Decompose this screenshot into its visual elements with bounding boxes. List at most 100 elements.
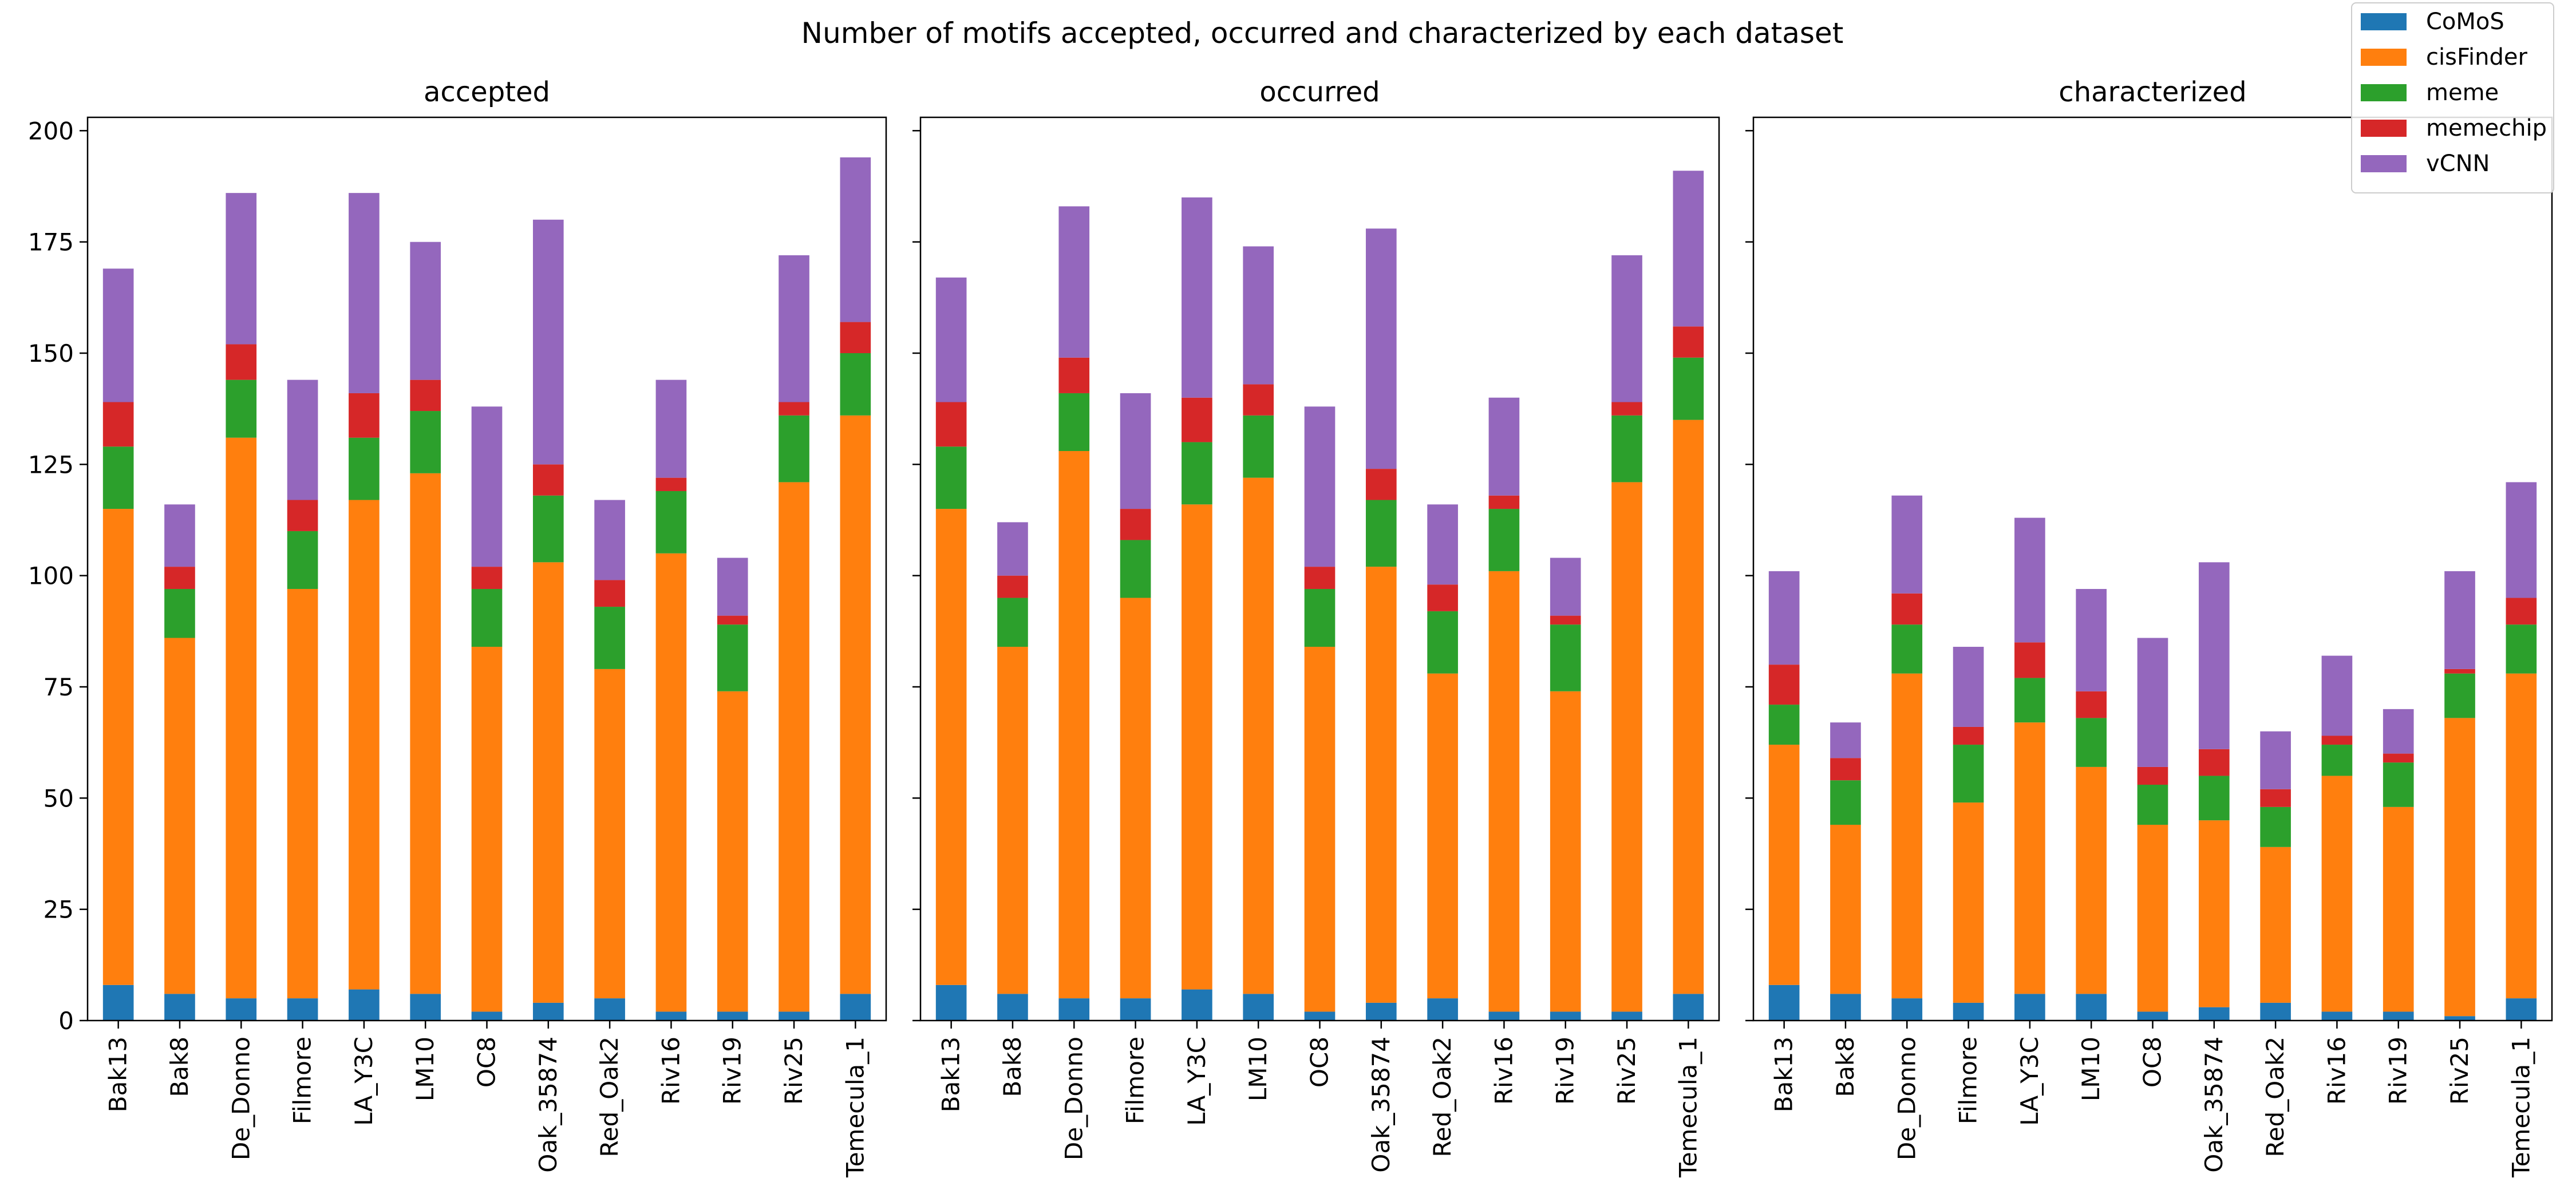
bar-accepted-Bak13-CoMoS [102, 984, 134, 1021]
bar-occurred-Red_Oak2-vCNN [1427, 504, 1458, 585]
bar-occurred-Temecula_1-cisFinder [1673, 420, 1704, 994]
x-tick-label: LM10 [411, 1037, 439, 1101]
panel-characterized: characterized Bak13 Bak8 De_Donno Filmore LA_… [1745, 76, 2553, 1178]
bar-accepted-De_Donno-memechip [226, 344, 257, 380]
x-tick-label: Oak_35874 [534, 1037, 562, 1173]
legend-swatch-vCNN [2361, 155, 2407, 172]
bar-occurred-LA_Y3C-cisFinder [1182, 504, 1212, 990]
bar-characterized-LM10-CoMoS [2076, 994, 2107, 1021]
bar-characterized-Red_Oak2-CoMoS [2260, 1002, 2291, 1021]
bar-occurred-LA_Y3C-CoMoS [1182, 989, 1212, 1021]
x-tick-label: OC8 [1306, 1037, 1334, 1088]
bar-characterized-Bak13-memechip [1768, 665, 1800, 705]
bar-occurred-Bak13-meme [935, 446, 967, 509]
y-tick-label: 50 [44, 784, 74, 812]
bar-accepted-Riv19-vCNN [717, 557, 748, 616]
bar-occurred-Filmore-meme [1120, 540, 1151, 598]
bar-accepted-Riv25-meme [779, 415, 809, 483]
bar-characterized-Riv16-meme [2321, 745, 2353, 776]
bar-accepted-Riv16-cisFinder [655, 553, 687, 1012]
bar-occurred-Riv19-CoMoS [1550, 1011, 1581, 1021]
y-tick-label: 100 [28, 562, 74, 590]
x-tick-label: LA_Y3C [1183, 1037, 1211, 1126]
x-tick-label: Bak13 [104, 1037, 132, 1112]
x-tick-label: Riv19 [1551, 1037, 1579, 1105]
y-tick-label: 75 [44, 673, 74, 701]
bar-accepted-LM10-vCNN [410, 242, 441, 380]
bar-occurred-Bak8-cisFinder [997, 647, 1028, 994]
bar-characterized-Temecula_1-CoMoS [2506, 998, 2537, 1021]
bar-occurred-Oak_35874-memechip [1365, 469, 1397, 500]
x-tick-label: De_Donno [227, 1037, 255, 1160]
bar-accepted-Riv19-cisFinder [717, 691, 748, 1012]
bar-occurred-Temecula_1-memechip [1673, 326, 1704, 358]
bar-occurred-De_Donno-vCNN [1058, 206, 1090, 358]
y-tick-label: 125 [28, 450, 74, 479]
panel-subtitle: characterized [2059, 76, 2246, 108]
bar-occurred-Red_Oak2-memechip [1427, 584, 1458, 611]
x-tick-label: Bak8 [165, 1037, 193, 1097]
bar-occurred-Riv19-vCNN [1550, 557, 1581, 616]
bar-accepted-Red_Oak2-cisFinder [594, 669, 625, 999]
bar-occurred-OC8-cisFinder [1304, 647, 1336, 1012]
legend-label-cisFinder: cisFinder [2426, 44, 2528, 70]
bar-occurred-Riv19-meme [1550, 624, 1581, 691]
bar-characterized-Riv16-vCNN [2321, 655, 2353, 736]
bar-characterized-Oak_35874-vCNN [2198, 562, 2230, 749]
bar-characterized-De_Donno-CoMoS [1891, 998, 1923, 1021]
bar-occurred-Filmore-CoMoS [1120, 998, 1151, 1021]
legend-label-memechip: memechip [2426, 115, 2547, 141]
bar-accepted-Red_Oak2-vCNN [594, 500, 625, 580]
bar-accepted-Bak8-cisFinder [164, 638, 195, 994]
bar-accepted-Temecula_1-cisFinder [840, 415, 871, 994]
bar-occurred-Riv19-cisFinder [1550, 691, 1581, 1012]
x-tick-label: LM10 [1244, 1037, 1272, 1101]
bar-occurred-OC8-meme [1304, 588, 1336, 647]
bar-accepted-Filmore-meme [287, 531, 318, 589]
bar-characterized-Filmore-meme [1953, 745, 1984, 803]
bar-occurred-Temecula_1-vCNN [1673, 171, 1704, 327]
bar-occurred-Temecula_1-CoMoS [1673, 994, 1704, 1021]
x-tick-label: Filmore [1121, 1037, 1149, 1124]
bar-characterized-Oak_35874-cisFinder [2198, 820, 2230, 1007]
legend-label-CoMoS: CoMoS [2426, 9, 2504, 35]
bar-occurred-Riv16-cisFinder [1488, 571, 1520, 1012]
bar-characterized-OC8-cisFinder [2137, 824, 2168, 1012]
bar-characterized-Oak_35874-CoMoS [2198, 1007, 2230, 1021]
bar-characterized-Bak13-CoMoS [1768, 984, 1800, 1021]
bar-characterized-Bak8-memechip [1830, 758, 1861, 781]
bar-accepted-Bak13-meme [102, 446, 134, 509]
bar-characterized-Filmore-memechip [1953, 726, 1984, 745]
bar-characterized-Riv25-memechip [2444, 669, 2475, 674]
bar-characterized-Filmore-vCNN [1953, 647, 1984, 727]
bar-occurred-Bak13-vCNN [935, 277, 967, 402]
x-tick-label: Riv19 [718, 1037, 746, 1105]
bar-accepted-Filmore-vCNN [287, 379, 318, 500]
legend-swatch-meme [2361, 84, 2407, 101]
x-tick-label: Bak13 [1770, 1037, 1798, 1112]
bar-characterized-Riv25-meme [2444, 673, 2475, 718]
x-tick-label: Temecula_1 [1674, 1037, 1702, 1178]
bar-accepted-Temecula_1-CoMoS [840, 994, 871, 1021]
bar-occurred-Riv25-meme [1611, 415, 1642, 483]
bar-accepted-Riv19-memechip [717, 615, 748, 625]
x-tick-label: Bak13 [937, 1037, 965, 1112]
bar-characterized-De_Donno-cisFinder [1891, 673, 1923, 999]
bar-occurred-De_Donno-cisFinder [1058, 451, 1090, 999]
bar-occurred-Filmore-cisFinder [1120, 598, 1151, 999]
bar-occurred-Bak8-vCNN [997, 522, 1028, 576]
bar-accepted-Riv16-CoMoS [655, 1011, 687, 1021]
panel-accepted: accepted 0 25 50 75 100 125 150 175 200 Bak13 Bak8 D… [28, 76, 887, 1178]
bar-characterized-Bak8-meme [1830, 780, 1861, 825]
bar-characterized-Riv19-vCNN [2383, 709, 2414, 754]
bar-accepted-Oak_35874-meme [532, 495, 564, 563]
bar-characterized-Riv19-CoMoS [2383, 1011, 2414, 1021]
x-tick-label: Temecula_1 [841, 1037, 869, 1178]
bar-characterized-De_Donno-vCNN [1891, 495, 1923, 594]
bar-characterized-Temecula_1-cisFinder [2506, 673, 2537, 999]
bar-accepted-Red_Oak2-memechip [594, 580, 625, 607]
bar-occurred-Red_Oak2-cisFinder [1427, 673, 1458, 999]
bar-accepted-Riv16-meme [655, 491, 687, 553]
x-tick-label: Bak8 [998, 1037, 1026, 1097]
x-tick-label: Red_Oak2 [2261, 1037, 2289, 1157]
